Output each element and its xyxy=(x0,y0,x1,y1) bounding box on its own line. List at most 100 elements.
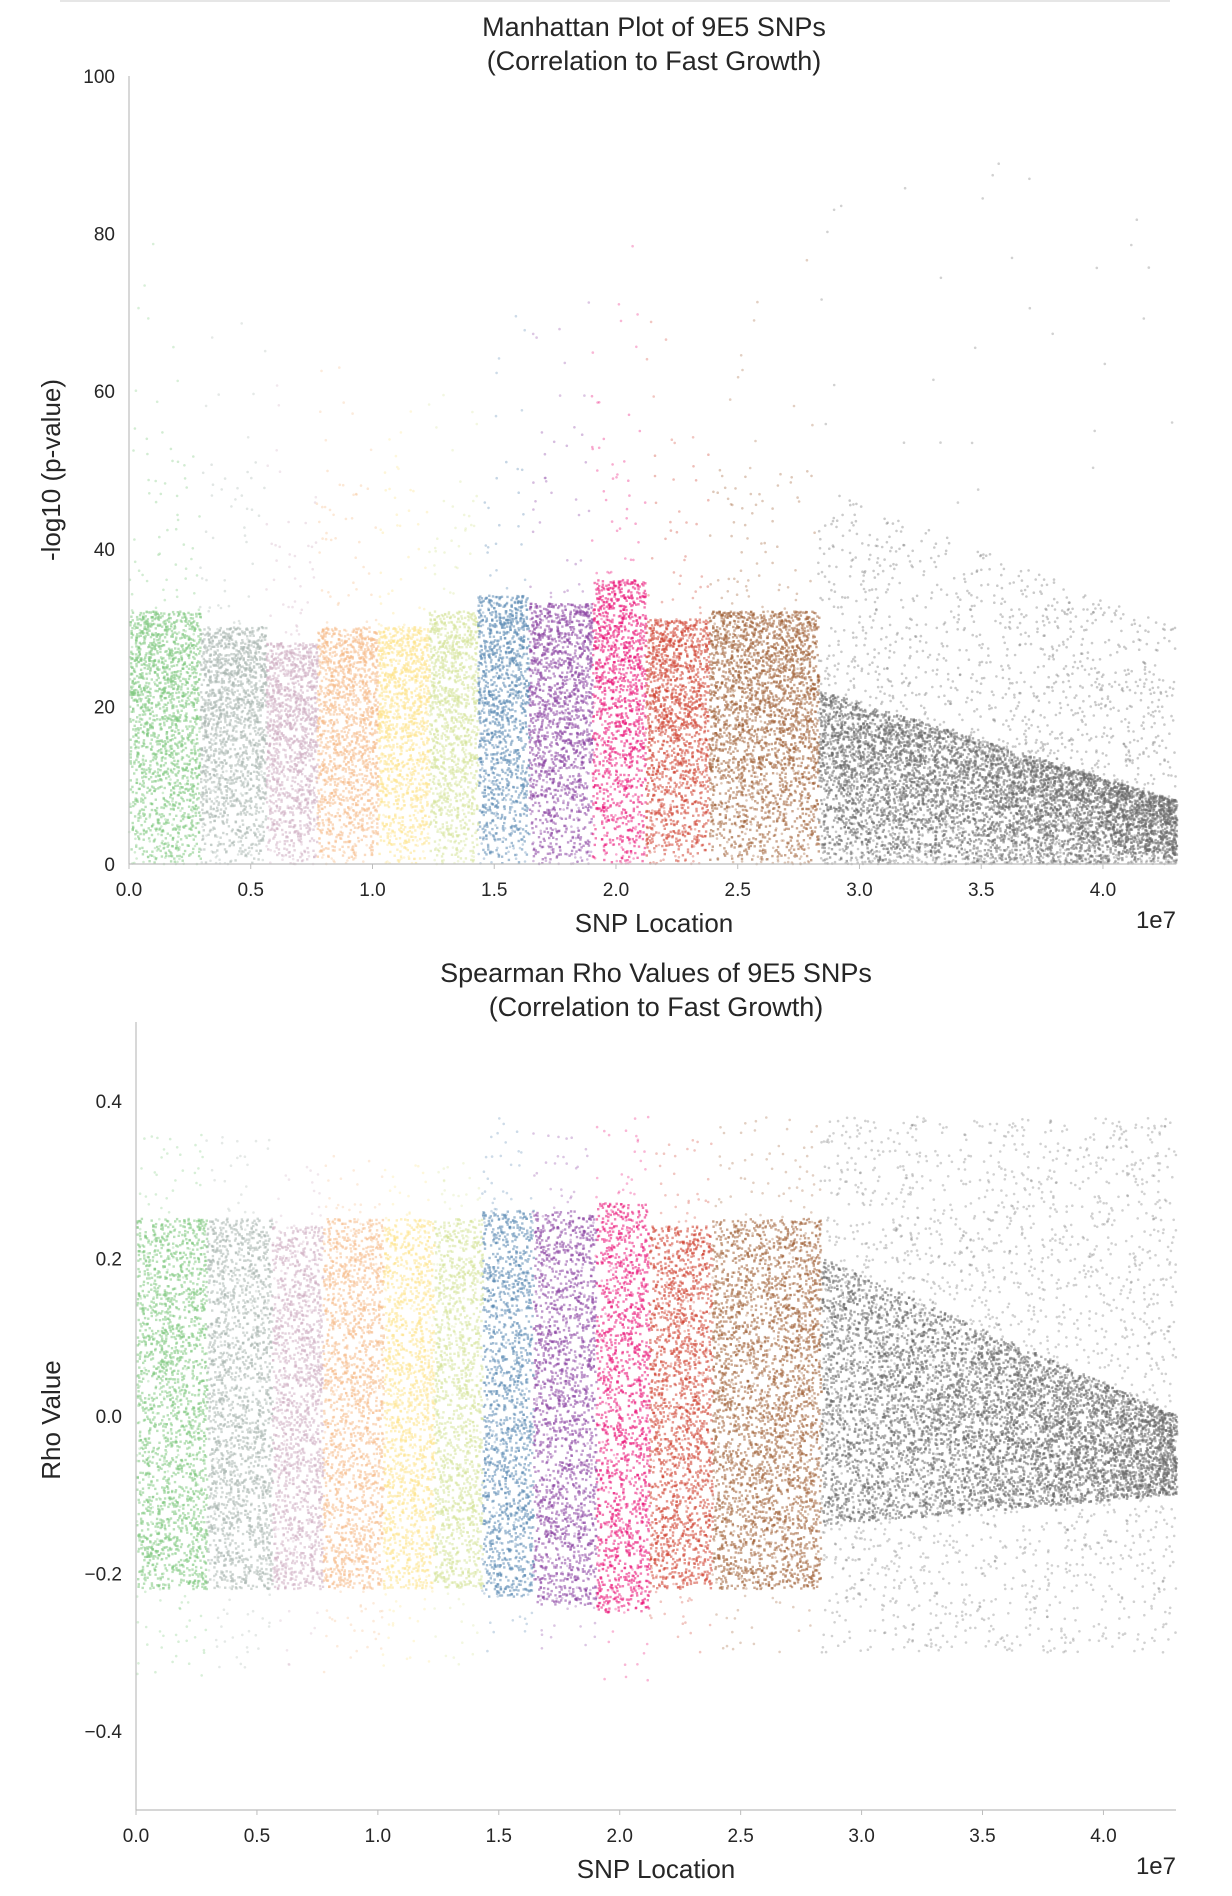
scatter-point xyxy=(266,464,270,468)
scatter-point xyxy=(251,675,255,678)
scatter-point xyxy=(216,632,219,635)
scatter-point xyxy=(179,819,183,823)
scatter-point xyxy=(158,723,161,726)
scatter-point xyxy=(171,610,175,614)
scatter-point xyxy=(230,711,233,715)
scatter-point xyxy=(133,851,137,854)
scatter-point xyxy=(246,712,249,716)
scatter-point xyxy=(295,673,298,676)
scatter-point xyxy=(262,728,266,732)
scatter-point xyxy=(234,753,237,757)
scatter-point xyxy=(278,744,282,747)
scatter-point xyxy=(316,726,320,729)
scatter-point xyxy=(231,828,234,831)
scatter-point xyxy=(223,801,226,804)
scatter-point xyxy=(164,761,167,765)
scatter-point xyxy=(276,767,279,771)
scatter-point xyxy=(198,747,202,750)
scatter-point xyxy=(280,658,283,661)
scatter-point xyxy=(165,578,168,582)
scatter-point xyxy=(238,764,242,767)
scatter-point xyxy=(262,830,266,834)
scatter-point xyxy=(247,595,251,598)
scatter-point xyxy=(307,854,311,858)
scatter-point xyxy=(164,851,167,854)
scatter-point xyxy=(163,703,166,706)
scatter-point xyxy=(211,726,214,729)
scatter-point xyxy=(191,704,194,707)
scatter-point xyxy=(163,786,166,790)
scatter-point xyxy=(167,647,171,650)
scatter-point xyxy=(271,824,274,827)
scatter-point xyxy=(209,689,212,692)
scatter-point xyxy=(163,740,167,743)
scatter-point xyxy=(218,779,221,783)
scatter-point xyxy=(197,811,201,814)
scatter-point xyxy=(214,635,217,639)
scatter-point xyxy=(276,749,280,752)
scatter-point xyxy=(226,750,230,754)
scatter-point xyxy=(305,645,308,648)
scatter-point xyxy=(305,783,308,786)
scatter-point xyxy=(157,768,160,771)
scatter-point xyxy=(242,690,246,693)
scatter-point xyxy=(134,698,137,701)
scatter-point xyxy=(257,720,260,724)
scatter-point xyxy=(257,811,261,814)
scatter-points xyxy=(127,162,1179,866)
scatter-point xyxy=(137,746,140,749)
scatter-point xyxy=(139,814,142,818)
scatter-point xyxy=(190,820,194,824)
scatter-point xyxy=(203,792,206,795)
scatter-point xyxy=(180,796,183,799)
scatter-point xyxy=(277,697,280,700)
scatter-point xyxy=(150,653,153,656)
scatter-point xyxy=(191,665,194,668)
scatter-point xyxy=(135,758,138,762)
scatter-point xyxy=(324,669,327,672)
scatter-point xyxy=(266,700,270,703)
scatter-point xyxy=(156,624,160,628)
scatter-point xyxy=(221,820,224,823)
scatter-point xyxy=(162,706,165,709)
scatter-point xyxy=(223,714,226,717)
scatter-point xyxy=(242,783,245,786)
scatter-point xyxy=(186,737,189,740)
scatter-point xyxy=(163,482,167,485)
scatter-point xyxy=(218,639,221,643)
scatter-point xyxy=(193,620,196,623)
scatter-point xyxy=(174,647,177,650)
scatter-point xyxy=(277,690,281,694)
scatter-point xyxy=(205,649,208,652)
scatter-point xyxy=(361,687,365,690)
scatter-point xyxy=(225,740,228,743)
scatter-point xyxy=(255,770,259,774)
scatter-point xyxy=(162,709,166,712)
scatter-point xyxy=(169,447,173,451)
scatter-point xyxy=(277,777,281,780)
scatter-point xyxy=(260,773,263,777)
scatter-point xyxy=(169,624,173,627)
scatter-point xyxy=(134,642,138,645)
scatter-point xyxy=(160,759,164,762)
scatter-point xyxy=(237,702,240,705)
scatter-point xyxy=(278,730,281,733)
scatter-point xyxy=(308,774,311,778)
scatter-point xyxy=(209,678,212,681)
scatter-point xyxy=(205,766,209,769)
scatter-point xyxy=(301,752,305,756)
scatter-point xyxy=(137,569,141,572)
scatter-point xyxy=(153,861,156,864)
scatter-point xyxy=(219,705,222,709)
scatter-point xyxy=(201,722,204,725)
scatter-point xyxy=(296,675,300,679)
scatter-point xyxy=(187,733,190,736)
scatter-point xyxy=(209,791,212,794)
scatter-point xyxy=(198,727,201,730)
scatter-point xyxy=(135,768,138,772)
scatter-point xyxy=(265,844,268,848)
scatter-point xyxy=(213,650,216,653)
scatter-point xyxy=(350,650,353,654)
scatter-point xyxy=(205,790,208,794)
scatter-point xyxy=(154,857,157,861)
